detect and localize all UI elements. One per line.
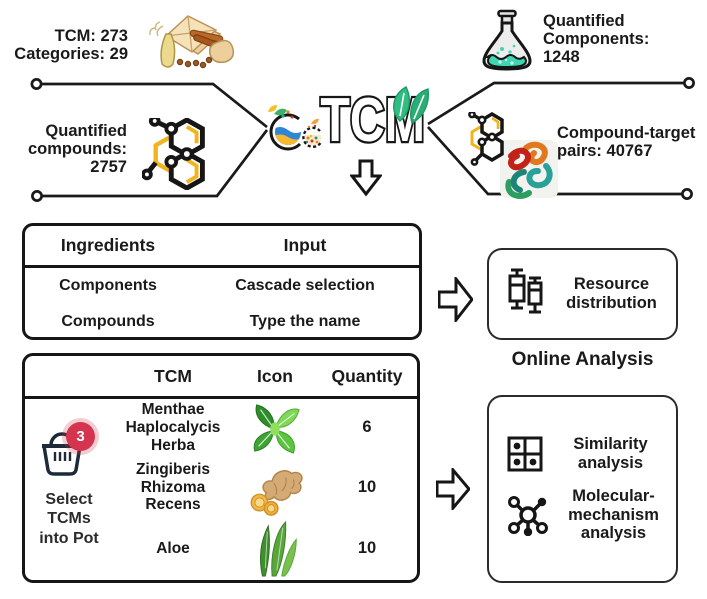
boxplot-icon [508, 268, 543, 314]
input-table-row: Components Cascade selection [25, 268, 419, 304]
tcm-row: Aloe 10 [113, 517, 417, 580]
resource-distribution-label: Resource distribution [566, 275, 657, 312]
analysis-box: Similarity analysis [487, 395, 678, 583]
similarity-matrix-icon [507, 436, 543, 472]
aloe-leaves-icon [260, 520, 297, 577]
right-arrow-icon [438, 277, 473, 322]
col-header-ingredients: Ingredients [60, 235, 156, 255]
col-header-icon: Icon [257, 365, 293, 386]
down-arrow-icon [350, 159, 382, 197]
basket-count-badge: 3 [66, 421, 95, 451]
col-header-quantity: Quantity [331, 365, 403, 386]
basket-label: Select TCMs into Pot [39, 490, 99, 547]
stat-quantified-compounds: Quantified compounds: 2757 [28, 122, 127, 177]
tcm-name-cell: Menthae Haplocalycis Herba [125, 401, 221, 454]
similarity-analysis-label: Similarity analysis [573, 434, 648, 472]
input-method-cell: Type the name [249, 313, 361, 330]
cctcm-cups-icon [268, 105, 322, 151]
input-table: Ingredients Input Components Cascade sel… [22, 223, 422, 340]
mint-leaves-icon [253, 404, 300, 454]
online-analysis-label: Online Analysis [511, 349, 654, 370]
input-table-header: Ingredients Input [25, 226, 419, 268]
quantity-cell: 10 [357, 478, 377, 497]
mechanism-analysis-label: Molecular- mechanism analysis [568, 486, 659, 543]
col-header-tcm: TCM [154, 365, 192, 386]
col-header-input: Input [283, 235, 327, 255]
basket-icon [42, 432, 82, 476]
ingredient-cell: Compounds [61, 313, 155, 330]
basket-count: 3 [76, 427, 85, 445]
logo-leaves-icon [393, 86, 430, 125]
resource-distribution-box: Resource distribution [487, 248, 678, 340]
molecular-network-icon [508, 496, 548, 536]
cctcm-logo: TCM [262, 86, 438, 160]
stat-tcm-categories: TCM: 273 Categories: 29 [14, 27, 128, 64]
compound-target-icon [468, 112, 558, 199]
connector-lines [30, 77, 695, 202]
similarity-analysis-item: Similarity analysis [489, 435, 676, 473]
mechanism-analysis-item: Molecular- mechanism analysis [489, 487, 676, 544]
ginger-root-icon [250, 469, 303, 516]
tcm-row: Zingiberis Rhizoma Recens 10 [113, 458, 417, 518]
selection-table-header: TCM Icon Quantity [25, 356, 417, 399]
molecule-icon [142, 118, 205, 190]
input-method-cell: Cascade selection [235, 277, 375, 294]
tcm-selection-table: TCM Icon Quantity 3 [22, 353, 420, 583]
tcm-name-cell: Aloe [156, 539, 190, 557]
basket-panel: 3 Select TCMs into Pot [25, 396, 113, 580]
herbs-icon [149, 15, 235, 69]
flask-icon [482, 9, 532, 71]
quantity-cell: 10 [357, 539, 377, 558]
quantity-cell: 6 [362, 418, 372, 437]
right-arrow-icon [436, 468, 470, 510]
input-table-row: Compounds Type the name [25, 304, 419, 340]
stat-quantified-components: Quantified Components: 1248 [543, 12, 650, 67]
stat-compound-target-pairs: Compound-target pairs: 40767 [557, 124, 696, 161]
tcm-row: Menthae Haplocalycis Herba 6 [113, 398, 417, 458]
tcm-name-cell: Zingiberis Rhizoma Recens [135, 461, 211, 514]
ingredient-cell: Components [59, 277, 157, 294]
